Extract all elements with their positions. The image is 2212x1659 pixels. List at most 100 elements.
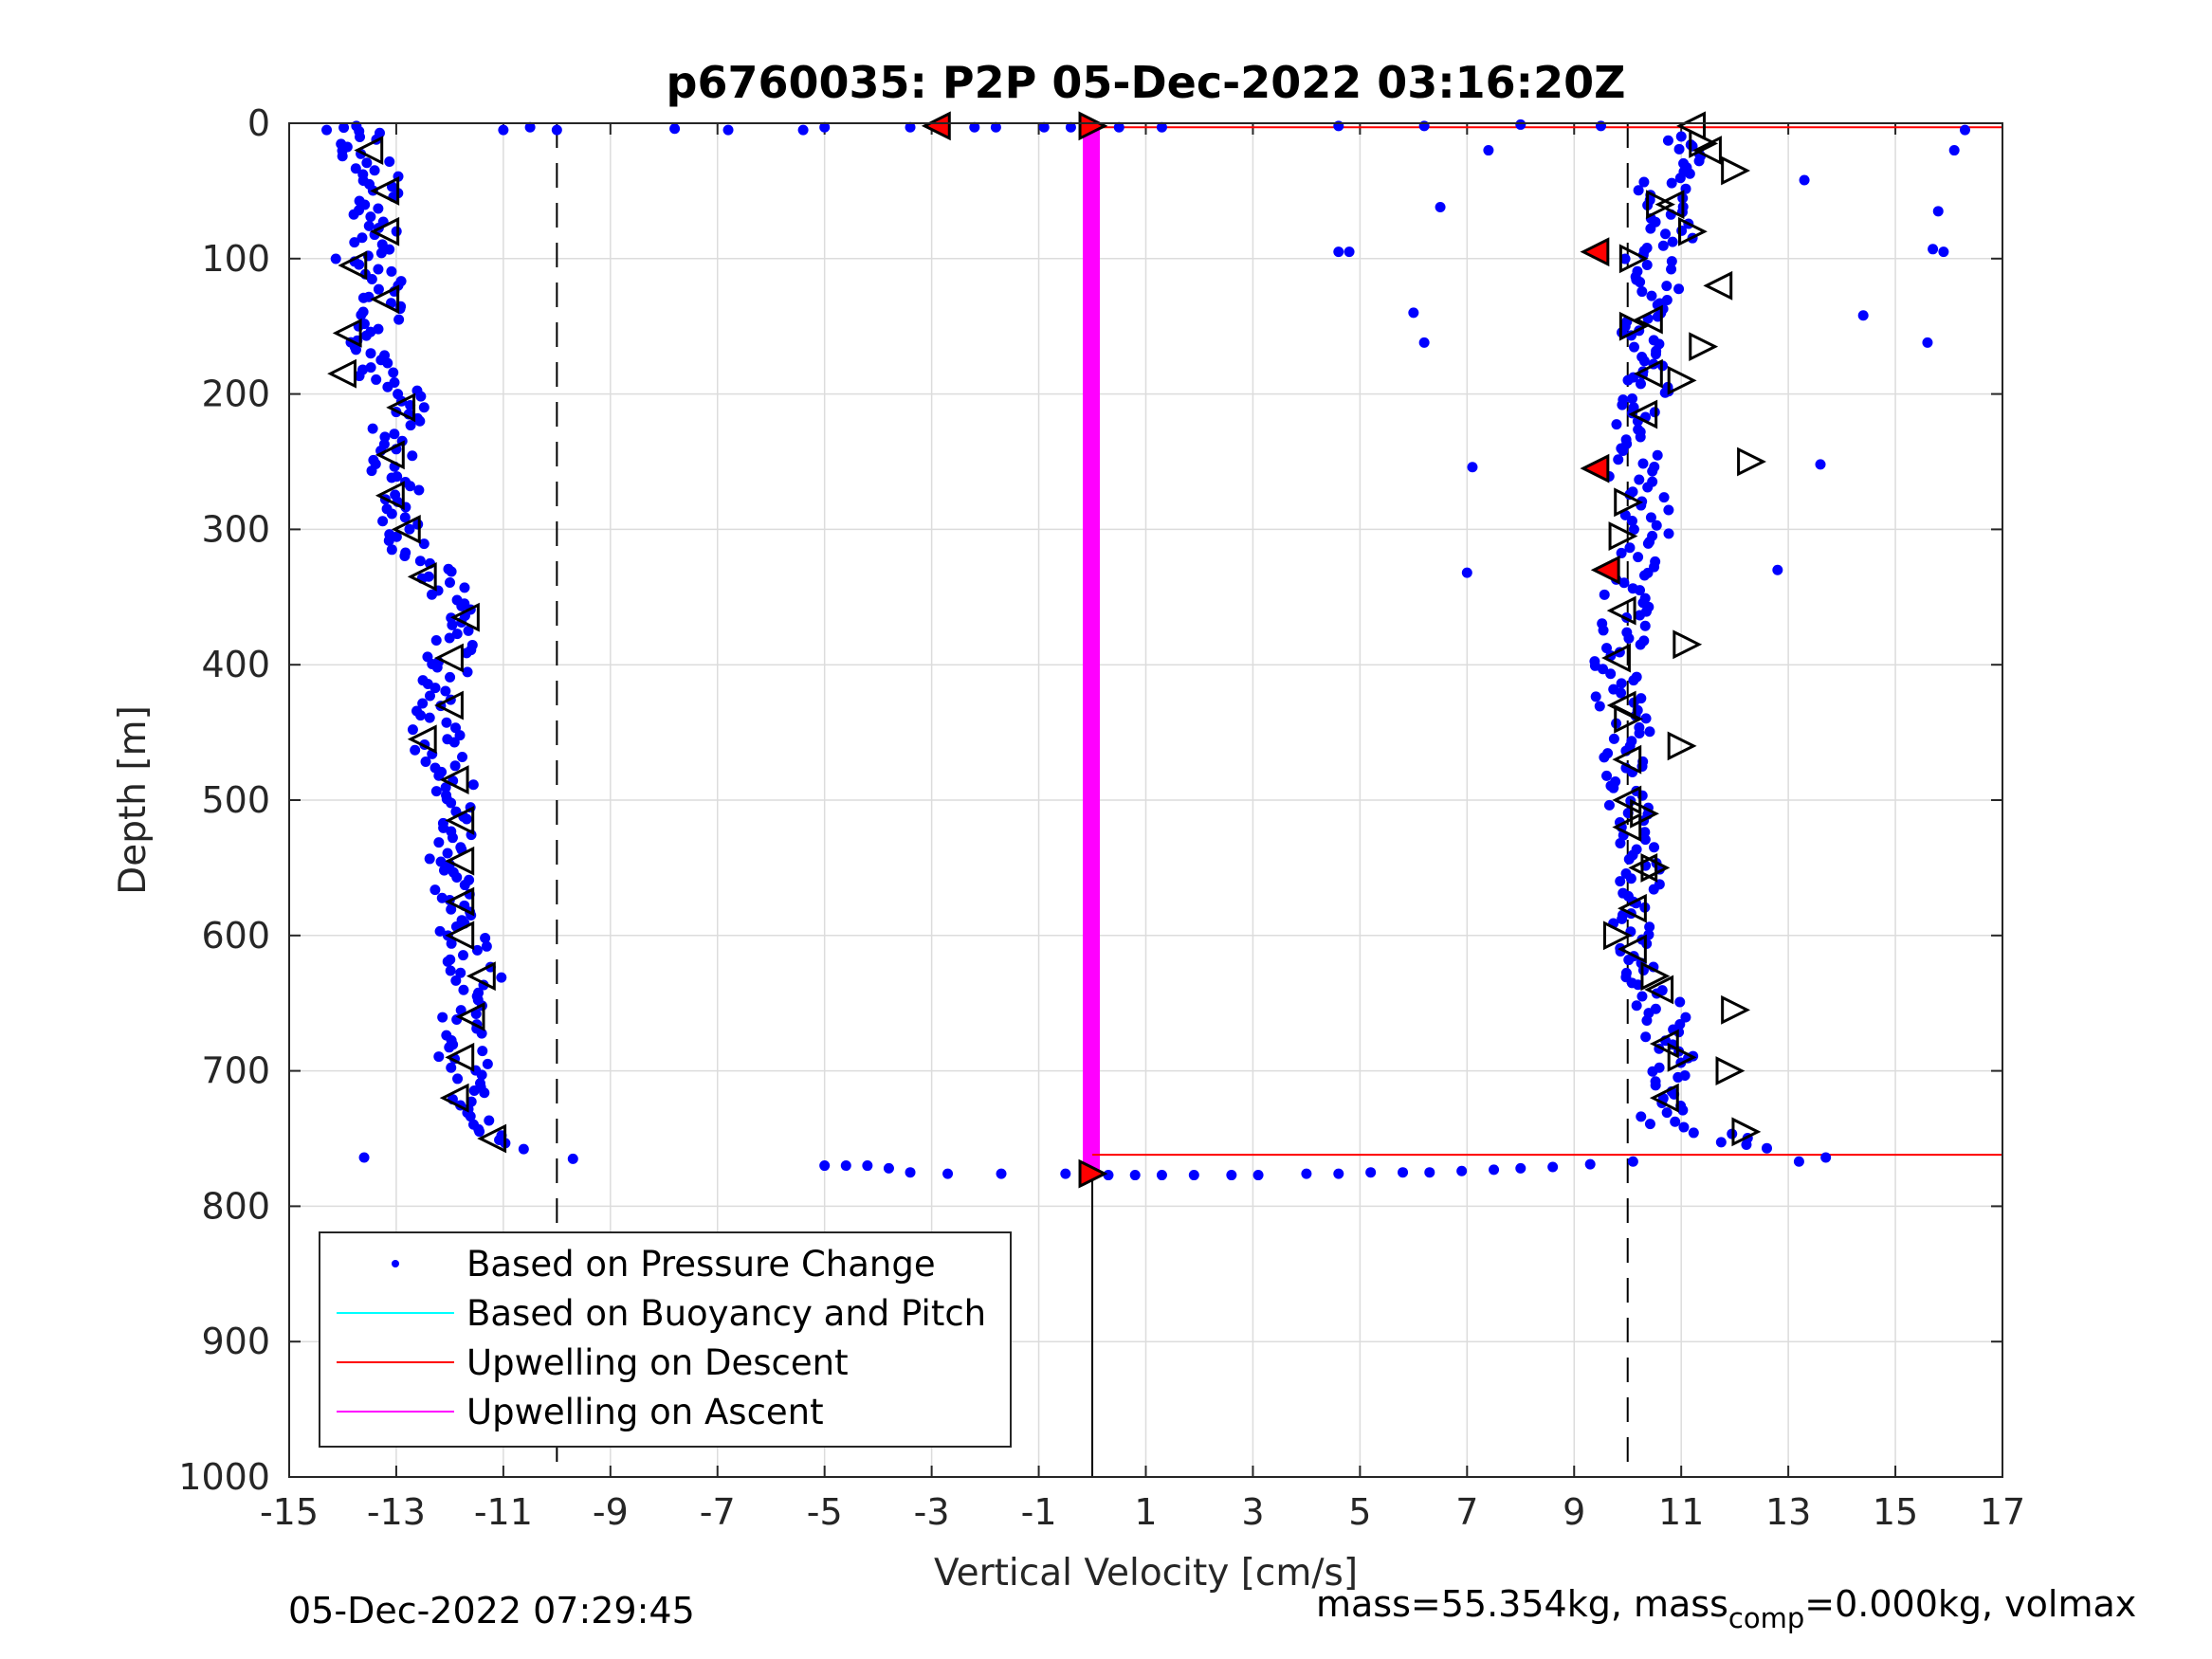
y-tick-label: 500	[201, 779, 270, 821]
pressure-change-point	[1857, 310, 1869, 321]
pressure-change-point	[1673, 1071, 1684, 1083]
right-triangle-marker	[1640, 852, 1671, 883]
left-triangle-marker	[434, 690, 464, 720]
pressure-change-point	[1616, 678, 1627, 689]
pressure-change-point	[1365, 1167, 1377, 1178]
pressure-change-point	[1590, 691, 1601, 702]
pressure-change-point	[357, 292, 369, 303]
left-triangle-marker	[434, 643, 464, 673]
right-triangle-marker	[1689, 128, 1719, 158]
right-triangle-marker	[1667, 365, 1697, 395]
pressure-change-point	[354, 259, 365, 270]
pressure-change-point	[410, 744, 421, 756]
x-tick-label: 15	[1873, 1491, 1918, 1533]
left-triangle-marker	[1633, 304, 1663, 335]
right-triangle-marker	[1618, 311, 1649, 341]
left-triangle-marker	[1618, 893, 1647, 923]
pressure-change-point	[386, 472, 397, 483]
pressure-change-point	[1820, 1152, 1832, 1163]
footer-mass-prefix: mass=55.354kg, mass	[1316, 1583, 1728, 1625]
pressure-change-point	[454, 730, 466, 741]
left-triangle-marker	[1649, 1029, 1679, 1059]
y-tick-label: 400	[201, 644, 270, 685]
pressure-change-point	[1772, 564, 1783, 575]
pressure-change-point	[1344, 246, 1355, 258]
pressure-change-point	[969, 121, 980, 133]
pressure-change-point	[1684, 168, 1695, 179]
left-triangle-marker	[1692, 136, 1722, 165]
pressure-change-point	[1938, 246, 1949, 258]
pressure-change-point	[1948, 145, 1960, 156]
pressure-change-point	[465, 1111, 476, 1122]
pressure-change-point	[384, 156, 395, 168]
right-triangle-marker	[1715, 1056, 1746, 1086]
pressure-change-point	[480, 932, 491, 943]
left-triangle-marker	[1612, 812, 1642, 842]
pressure-change-point	[433, 770, 445, 781]
pressure-change-point	[367, 423, 378, 434]
pressure-change-point	[477, 1046, 488, 1057]
left-triangle-marker	[354, 136, 384, 165]
right-triangle-marker	[1689, 332, 1719, 362]
pressure-change-point	[518, 1143, 529, 1155]
left-triangle-marker	[477, 1123, 507, 1154]
left-triangle-marker	[439, 1083, 469, 1113]
pressure-change-point	[1618, 445, 1629, 456]
pressure-change-point	[369, 165, 380, 176]
pressure-change-point	[330, 253, 341, 264]
pressure-change-point	[1799, 174, 1810, 186]
pressure-change-point	[1636, 286, 1648, 298]
pressure-change-point	[388, 367, 399, 378]
pressure-change-point	[1456, 1165, 1468, 1176]
left-triangle-marker	[1654, 190, 1685, 220]
pressure-change-point	[1642, 482, 1654, 493]
pressure-change-point	[1113, 121, 1124, 133]
pressure-change-point	[382, 357, 393, 369]
pressure-change-point	[405, 481, 416, 492]
pressure-change-point	[1408, 307, 1419, 319]
pressure-change-point	[1666, 177, 1677, 189]
left-triangle-marker	[466, 961, 496, 992]
pressure-change-point	[1623, 632, 1635, 644]
pressure-change-point	[1666, 264, 1677, 275]
pressure-change-point	[377, 516, 389, 527]
pressure-change-point	[430, 635, 442, 647]
pressure-change-point	[399, 512, 411, 523]
pressure-change-point	[417, 698, 429, 709]
pressure-change-point	[498, 124, 509, 136]
pressure-change-point	[361, 157, 373, 169]
pressure-change-point	[1667, 236, 1678, 247]
pressure-change-point	[1038, 121, 1050, 133]
right-triangle-marker	[1630, 798, 1660, 829]
pressure-change-point	[1635, 431, 1646, 443]
pressure-change-point	[1635, 378, 1646, 390]
pressure-change-point	[430, 683, 441, 694]
pressure-change-point	[1641, 1015, 1653, 1027]
x-tick-label: 5	[1348, 1491, 1371, 1533]
pressure-change-point	[862, 1160, 873, 1172]
pressure-change-point	[1715, 1137, 1727, 1148]
pressure-change-point	[669, 123, 681, 135]
y-tick-label: 200	[201, 374, 270, 415]
pressure-change-point	[1065, 121, 1076, 133]
left-triangle-marker	[1580, 453, 1610, 483]
pressure-change-point	[399, 551, 411, 562]
pressure-change-point	[1658, 492, 1670, 503]
pressure-change-point	[484, 1115, 495, 1126]
pressure-change-point	[384, 244, 395, 255]
legend-label: Based on Pressure Change	[466, 1244, 936, 1285]
pressure-change-point	[1688, 1127, 1699, 1139]
left-triangle-marker	[370, 175, 400, 206]
pressure-change-point	[1673, 143, 1685, 155]
pressure-change-point	[1644, 1119, 1655, 1130]
left-triangle-marker	[386, 392, 416, 423]
pressure-change-point	[407, 724, 418, 736]
pressure-change-point	[1642, 538, 1654, 549]
left-triangle-marker	[1612, 785, 1642, 815]
pressure-change-point	[1634, 727, 1645, 738]
pressure-change-point	[476, 1069, 487, 1081]
left-triangle-marker	[391, 514, 421, 544]
right-triangle-marker	[1667, 731, 1697, 761]
pressure-change-point	[1636, 991, 1648, 1002]
